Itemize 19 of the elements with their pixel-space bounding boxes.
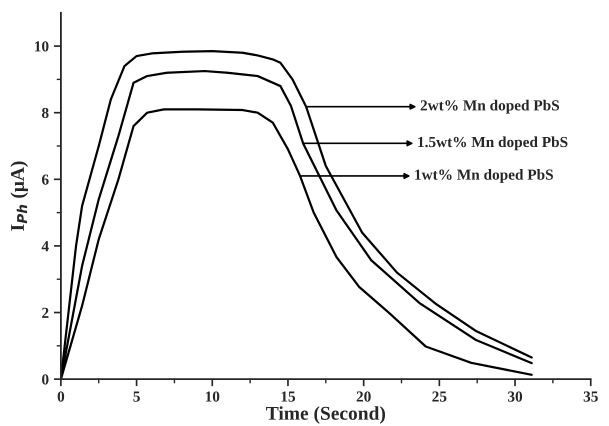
x-tick-label: 15 — [282, 391, 296, 402]
x-tick-label: 35 — [584, 391, 598, 402]
y-tick-label: 10 — [35, 41, 49, 52]
annotation: 2wt% Mn doped PbS — [420, 100, 560, 114]
y-tick-label: 6 — [42, 174, 49, 185]
annotation: 1.5wt% Mn doped PbS — [418, 136, 568, 150]
x-tick-label: 25 — [432, 391, 446, 402]
x-tick-label: 5 — [133, 392, 140, 402]
x-tick-label: 0 — [58, 391, 64, 402]
x-tick-label: 20 — [356, 391, 371, 402]
x-tick-label: 10 — [206, 391, 220, 402]
y-tick-label: 2 — [42, 308, 48, 318]
y-tick-label: 8 — [42, 108, 49, 118]
y-axis-title: I$_{Ph}$ (μA) — [10, 161, 28, 231]
y-tick-label: 4 — [42, 241, 49, 252]
x-axis-title: Time (Second) — [266, 406, 386, 424]
annotation: 1wt% Mn doped PbS — [415, 169, 553, 183]
y-tick-label: 0 — [42, 374, 49, 385]
x-tick-label: 30 — [508, 391, 522, 402]
